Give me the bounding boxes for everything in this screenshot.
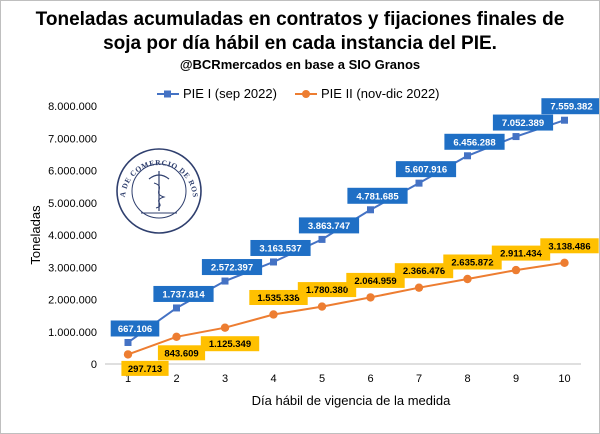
data-point-pie-i bbox=[464, 152, 471, 160]
legend-marker-pie-i bbox=[164, 90, 171, 98]
data-point-pie-ii bbox=[220, 323, 230, 332]
data-label-pie-ii-bg bbox=[394, 263, 454, 279]
y-tick-label: 6.000.000 bbox=[48, 166, 97, 178]
data-point-pie-i bbox=[415, 179, 423, 187]
data-label-pie-i: 7.559.382 bbox=[550, 102, 592, 113]
data-label-pie-i: 5.607.916 bbox=[405, 165, 447, 176]
data-label-pie-ii: 1.125.349 bbox=[209, 339, 251, 350]
data-label-pie-ii-bg bbox=[121, 360, 169, 376]
data-label-pie-ii: 2.911.434 bbox=[500, 249, 542, 260]
data-point-pie-i bbox=[221, 277, 229, 285]
data-label-pie-ii-bg bbox=[200, 336, 260, 352]
data-label-pie-ii: 1.780.380 bbox=[306, 285, 348, 296]
data-label-pie-i-bg bbox=[492, 114, 554, 131]
logo-inner-ring bbox=[131, 163, 187, 219]
data-point-pie-i bbox=[270, 258, 277, 266]
y-tick-label: 2.000.000 bbox=[48, 295, 97, 307]
data-label-pie-i: 3.863.747 bbox=[308, 221, 350, 232]
data-label-pie-i-bg bbox=[298, 217, 360, 234]
x-tick-label: 4 bbox=[270, 373, 276, 385]
data-label-pie-i: 4.781.685 bbox=[356, 191, 399, 202]
data-label-pie-i-bg bbox=[201, 259, 263, 276]
data-label-pie-ii-bg bbox=[491, 245, 551, 261]
data-label-pie-ii-bg bbox=[346, 272, 405, 288]
logo-caduceus-snake bbox=[153, 182, 166, 209]
y-tick-label: 1.000.000 bbox=[48, 327, 97, 339]
data-label-pie-ii: 3.138.486 bbox=[548, 241, 590, 252]
y-tick-label: 5.000.000 bbox=[48, 198, 97, 210]
legend-label-pie-ii: PIE II (nov-dic 2022) bbox=[321, 86, 440, 101]
data-point-pie-i bbox=[367, 206, 374, 214]
data-label-pie-ii-bg bbox=[249, 289, 308, 305]
data-label-pie-i-bg bbox=[395, 161, 457, 178]
data-label-pie-i-bg bbox=[444, 133, 505, 150]
data-label-pie-ii: 2.635.872 bbox=[451, 257, 493, 268]
data-label-pie-ii: 2.064.959 bbox=[354, 276, 396, 287]
data-point-pie-ii bbox=[560, 258, 569, 267]
legend-marker-pie-ii bbox=[302, 90, 310, 98]
y-axis-title: Toneladas bbox=[28, 205, 43, 265]
x-tick-label: 1 bbox=[125, 373, 131, 385]
data-point-pie-ii bbox=[511, 265, 521, 275]
data-label-pie-ii-bg bbox=[443, 254, 502, 270]
data-label-pie-ii-bg bbox=[297, 282, 357, 298]
data-label-pie-i: 3.163.537 bbox=[259, 243, 301, 254]
data-point-pie-ii bbox=[172, 332, 181, 341]
chart-title-line1: Toneladas acumuladas en contratos y fija… bbox=[35, 9, 565, 30]
data-point-pie-i bbox=[173, 304, 180, 312]
y-tick-label: 7.000.000 bbox=[48, 133, 97, 145]
logo-text: BOLSA DE COMERCIO DE ROSARIO bbox=[1, 1, 200, 198]
data-label-pie-i: 6.456.288 bbox=[453, 137, 495, 148]
data-label-pie-ii: 297.713 bbox=[128, 364, 162, 375]
data-point-pie-ii bbox=[317, 302, 327, 311]
y-tick-label: 4.000.000 bbox=[48, 230, 97, 242]
x-tick-label: 9 bbox=[513, 373, 519, 385]
data-label-pie-i-bg bbox=[250, 239, 311, 256]
data-label-pie-ii: 1.535.338 bbox=[257, 293, 299, 304]
x-axis-title: Día hábil de vigencia de la medida bbox=[252, 393, 452, 408]
data-label-pie-ii-bg bbox=[540, 238, 599, 254]
data-point-pie-ii bbox=[269, 310, 278, 319]
data-label-pie-i: 1.737.814 bbox=[162, 289, 205, 300]
x-tick-label: 6 bbox=[367, 373, 373, 385]
x-tick-label: 5 bbox=[319, 373, 325, 385]
logo-outer-ring bbox=[116, 148, 202, 234]
x-tick-label: 8 bbox=[464, 373, 470, 385]
chart-title-line2: soja por día hábil en cada instancia del… bbox=[103, 33, 497, 54]
data-label-pie-i-bg bbox=[347, 187, 408, 204]
data-label-pie-i: 7.052.389 bbox=[502, 118, 544, 129]
data-point-pie-i bbox=[512, 133, 520, 141]
data-point-pie-ii bbox=[123, 350, 133, 359]
x-tick-label: 2 bbox=[173, 373, 179, 385]
data-label-pie-i-bg bbox=[153, 285, 214, 302]
data-point-pie-ii bbox=[414, 283, 424, 292]
data-point-pie-i bbox=[124, 338, 132, 346]
series-line-pie-ii bbox=[127, 261, 565, 356]
logo-caduceus-wings bbox=[148, 174, 170, 180]
x-tick-label: 3 bbox=[222, 373, 228, 385]
data-label-pie-i-bg bbox=[110, 320, 160, 337]
x-tick-label: 10 bbox=[558, 373, 570, 385]
data-label-pie-i: 2.572.397 bbox=[211, 263, 253, 274]
data-point-pie-ii bbox=[366, 293, 375, 302]
data-label-pie-i-bg bbox=[541, 98, 599, 115]
x-tick-label: 7 bbox=[416, 373, 422, 385]
logo-seal: BOLSA DE COMERCIO DE ROSARIO bbox=[1, 1, 202, 234]
data-label-pie-ii: 2.366.476 bbox=[403, 266, 445, 277]
y-tick-label: 8.000.000 bbox=[48, 101, 97, 113]
data-point-pie-i bbox=[561, 116, 568, 124]
data-label-pie-ii: 843.609 bbox=[164, 348, 198, 359]
chart-subtitle: @BCRmercados en base a SIO Granos bbox=[179, 57, 421, 72]
data-label-pie-ii-bg bbox=[157, 345, 206, 361]
data-label-pie-i: 667.106 bbox=[118, 324, 152, 335]
y-tick-label: 0 bbox=[91, 359, 97, 371]
legend-label-pie-i: PIE I (sep 2022) bbox=[183, 86, 277, 101]
data-point-pie-ii bbox=[463, 274, 472, 284]
data-point-pie-i bbox=[318, 235, 326, 243]
y-tick-label: 3.000.000 bbox=[48, 262, 97, 274]
